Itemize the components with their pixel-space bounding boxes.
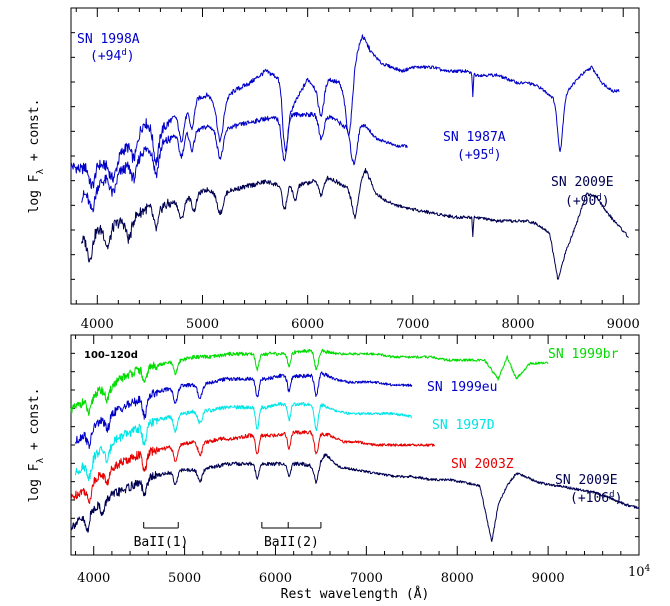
epoch-close: ) <box>494 148 502 163</box>
epoch-annotation: 100–120d <box>84 350 138 361</box>
top-tick-labels: 4000 5000 6000 7000 8000 9000 <box>81 317 640 332</box>
x-tick-label: 5000 <box>186 317 219 332</box>
epoch-unit: d <box>596 193 601 203</box>
spectrum-label: SN 1999eu <box>427 380 497 395</box>
epoch-close: ) <box>602 194 610 209</box>
epoch-unit: d <box>609 490 614 500</box>
x-tick-label: 6000 <box>259 571 292 586</box>
spectrum-label: SN 1997D <box>432 418 495 433</box>
top-spectra-panel: 4000 5000 6000 7000 8000 9000 SN 1998A(+94d)S… <box>27 7 640 332</box>
epoch-value: (+106 <box>570 491 609 506</box>
spectrum-epoch-label: (+90d) <box>565 193 610 209</box>
bottom-tick-labels: 4000 5000 6000 7000 8000 9000 <box>77 571 564 586</box>
x-tick-label: 7000 <box>396 317 429 332</box>
spectrum-line-sn-1998a <box>70 34 620 189</box>
top-y-axis-label: log Fλ + const. <box>27 98 46 213</box>
epoch-value: (+95 <box>457 148 488 163</box>
ba-line-identifications: BaII(1) BaII(2) <box>134 522 322 550</box>
x-axis-exponent-label: 104 <box>628 564 651 580</box>
spectrum-line-sn-1999br <box>70 348 549 416</box>
spectrum-line-sn-2009e <box>81 167 629 280</box>
spectrum-line-sn-2003z <box>70 430 435 504</box>
epoch-close: ) <box>615 491 623 506</box>
epoch-unit: d <box>121 48 126 58</box>
x-tick-label: 6000 <box>291 317 324 332</box>
bottom-axis-ticks <box>71 335 640 555</box>
top-axis-ticks <box>71 8 639 304</box>
line-id-label: BaII(1) <box>134 535 189 550</box>
bottom-spectra-lines <box>70 348 640 542</box>
spectrum-label: SN 1999br <box>548 347 619 362</box>
x-tick-label: 9000 <box>607 317 640 332</box>
spectrum-label: SN 1987A <box>443 130 506 145</box>
epoch-value: (+90 <box>565 194 596 209</box>
spectrum-label: SN 2009E <box>551 175 614 190</box>
spectrum-line-sn-2009e <box>70 453 640 542</box>
spectrum-line-sn-1999eu <box>75 371 413 450</box>
x-tick-label: 5000 <box>168 571 201 586</box>
x-tick-label: 4000 <box>77 571 110 586</box>
epoch-close: ) <box>127 49 135 64</box>
x-tick-label: 9000 <box>532 571 565 586</box>
bottom-y-axis-label: log Fλ + const. <box>27 387 46 502</box>
spectrum-line-sn-1997d <box>75 401 413 482</box>
bottom-spectrum-labels: SN 1999br SN 1999eu SN 1997D SN 2003Z SN 200… <box>427 347 622 506</box>
spectrum-epoch-label: (+106d) <box>570 490 622 506</box>
top-spectrum-labels: SN 1998A(+94d)SN 1987A(+95d)SN 2009E(+90… <box>77 32 614 209</box>
spectrum-label: SN 1998A <box>77 32 140 47</box>
x-tick-label: 7000 <box>350 571 383 586</box>
top-spectra-lines <box>70 34 629 280</box>
x-tick-label: 8000 <box>501 317 534 332</box>
x-axis-label: Rest wavelength (Å) <box>281 586 430 602</box>
x-tick-label: 4000 <box>81 317 114 332</box>
spectrum-label: SN 2003Z <box>451 457 514 472</box>
x-tick-label: 8000 <box>441 571 474 586</box>
spectrum-epoch-label: (+95d) <box>457 147 502 163</box>
epoch-unit: d <box>488 147 493 157</box>
spectrum-label: SN 2009E <box>555 473 618 488</box>
spectrum-line-sn-1987a <box>81 111 408 213</box>
epoch-value: (+94 <box>90 49 121 64</box>
line-id-label: BaII(2) <box>264 535 319 550</box>
spectrum-epoch-label: (+94d) <box>90 48 135 64</box>
top-panel-frame <box>70 7 640 305</box>
